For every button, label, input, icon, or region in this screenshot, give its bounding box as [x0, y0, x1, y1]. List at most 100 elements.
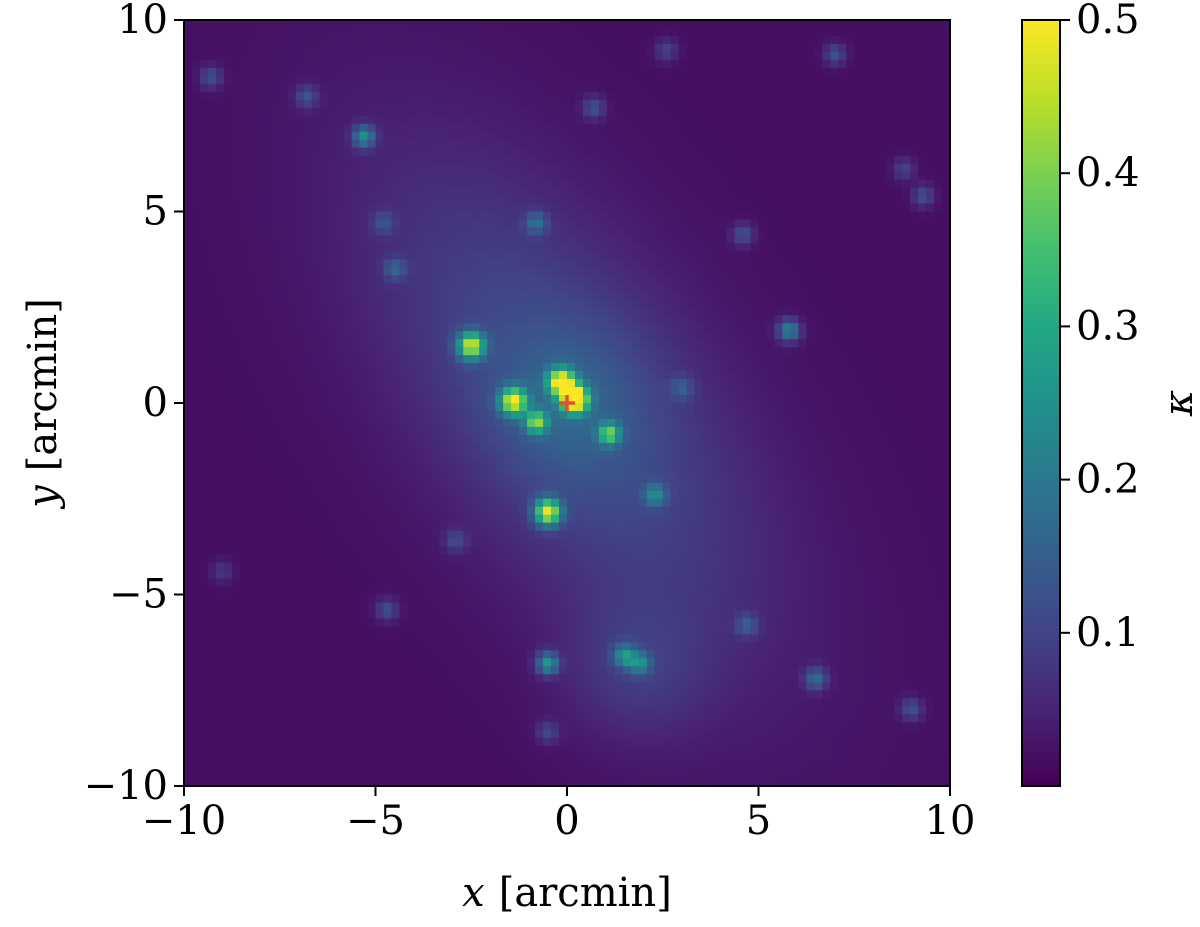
heatmap-pixel	[511, 291, 520, 300]
heatmap-pixel	[678, 235, 688, 245]
heatmap-pixel	[271, 275, 281, 284]
heatmap-pixel	[503, 131, 512, 141]
heatmap-pixel	[934, 115, 943, 125]
heatmap-pixel	[543, 107, 552, 117]
heatmap-pixel	[606, 51, 616, 61]
heatmap-pixel	[838, 20, 847, 29]
heatmap-pixel	[311, 283, 321, 292]
heatmap-pixel	[630, 123, 640, 133]
heatmap-pixel	[694, 155, 704, 165]
heatmap-pixel	[343, 123, 353, 133]
heatmap-pixel	[790, 243, 799, 252]
heatmap-pixel	[830, 283, 839, 292]
heatmap-pixel	[718, 299, 728, 308]
heatmap-pixel	[184, 115, 193, 125]
heatmap-pixel	[646, 203, 656, 213]
heatmap-pixel	[359, 227, 369, 237]
heatmap-pixel	[383, 203, 393, 213]
heatmap-pixel	[862, 179, 871, 189]
heatmap-pixel	[902, 83, 911, 93]
heatmap-pixel	[191, 371, 201, 380]
heatmap-pixel	[726, 410, 736, 420]
heatmap-pixel	[774, 371, 784, 380]
heatmap-pixel	[295, 315, 305, 324]
heatmap-pixel	[918, 371, 927, 380]
heatmap-pixel	[415, 187, 424, 197]
heatmap-pixel	[207, 434, 217, 444]
heatmap-pixel	[287, 187, 297, 197]
heatmap-pixel	[838, 355, 847, 364]
heatmap-pixel	[527, 339, 536, 348]
heatmap-pixel	[918, 139, 927, 149]
heatmap-pixel	[854, 379, 863, 388]
heatmap-pixel	[431, 403, 440, 412]
heatmap-pixel	[263, 147, 273, 157]
heatmap-pixel	[798, 163, 807, 173]
heatmap-pixel	[870, 35, 879, 45]
heatmap-pixel	[519, 91, 528, 101]
heatmap-pixel	[207, 410, 217, 420]
heatmap-pixel	[758, 163, 768, 173]
heatmap-pixel	[559, 243, 568, 252]
heatmap-pixel	[902, 147, 911, 157]
heatmap-pixel	[479, 27, 488, 37]
heatmap-pixel	[854, 371, 863, 380]
heatmap-pixel	[399, 251, 409, 260]
heatmap-pixel	[487, 395, 496, 404]
heatmap-pixel	[750, 403, 760, 412]
heatmap-pixel	[926, 339, 935, 348]
heatmap-pixel	[359, 299, 369, 308]
heatmap-pixel	[774, 59, 784, 69]
heatmap-pixel	[199, 434, 209, 444]
heatmap-pixel	[207, 59, 217, 69]
heatmap-pixel	[790, 131, 799, 141]
heatmap-pixel	[383, 51, 393, 61]
heatmap-pixel	[942, 403, 951, 412]
heatmap-pixel	[367, 83, 377, 93]
heatmap-pixel	[255, 426, 265, 436]
heatmap-pixel	[774, 251, 784, 260]
heatmap-pixel	[678, 43, 688, 53]
heatmap-pixel	[942, 179, 951, 189]
heatmap-pixel	[567, 195, 576, 205]
heatmap-pixel	[383, 259, 393, 268]
heatmap-pixel	[902, 171, 911, 181]
heatmap-pixel	[207, 227, 217, 237]
heatmap-pixel	[894, 299, 903, 308]
heatmap-pixel	[710, 115, 720, 125]
heatmap-pixel	[479, 339, 488, 348]
heatmap-pixel	[662, 123, 672, 133]
heatmap-pixel	[191, 147, 201, 157]
heatmap-pixel	[447, 307, 456, 316]
heatmap-pixel	[654, 195, 664, 205]
heatmap-pixel	[279, 115, 289, 125]
heatmap-pixel	[622, 27, 632, 37]
heatmap-pixel	[559, 27, 568, 37]
heatmap-pixel	[247, 99, 257, 109]
heatmap-pixel	[311, 155, 321, 165]
heatmap-pixel	[934, 227, 943, 237]
heatmap-pixel	[710, 219, 720, 229]
heatmap-pixel	[303, 315, 313, 324]
heatmap-pixel	[223, 131, 233, 141]
heatmap-pixel	[367, 267, 377, 276]
heatmap-pixel	[367, 27, 377, 37]
heatmap-pixel	[598, 299, 608, 308]
heatmap-pixel	[463, 426, 472, 436]
heatmap-pixel	[926, 275, 935, 284]
heatmap-pixel	[519, 187, 528, 197]
heatmap-pixel	[846, 75, 855, 85]
heatmap-pixel	[670, 251, 680, 260]
heatmap-pixel	[638, 363, 648, 372]
heatmap-pixel	[750, 91, 760, 101]
heatmap-pixel	[702, 227, 712, 237]
heatmap-pixel	[455, 315, 464, 324]
heatmap-pixel	[559, 283, 568, 292]
heatmap-pixel	[279, 259, 289, 268]
heatmap-pixel	[582, 283, 592, 292]
heatmap-pixel	[678, 331, 688, 340]
heatmap-pixel	[638, 171, 648, 181]
heatmap-pixel	[902, 251, 911, 260]
heatmap-pixel	[838, 163, 847, 173]
heatmap-pixel	[303, 355, 313, 364]
